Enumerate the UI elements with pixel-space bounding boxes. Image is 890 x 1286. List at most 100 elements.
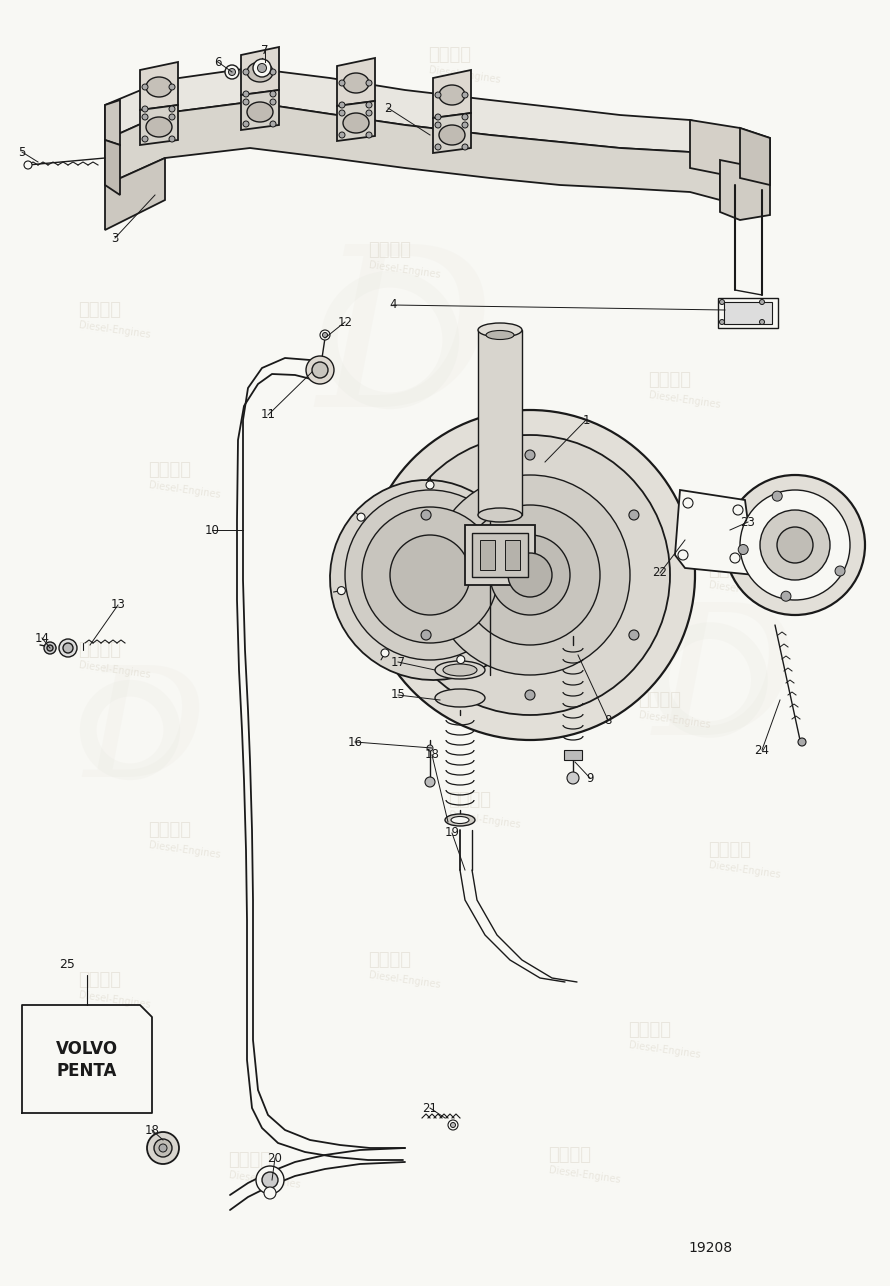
Polygon shape [241, 90, 279, 130]
Circle shape [719, 319, 724, 324]
Circle shape [719, 300, 724, 305]
Circle shape [320, 331, 330, 340]
Circle shape [270, 69, 276, 75]
Circle shape [366, 111, 372, 116]
Circle shape [339, 80, 345, 86]
Text: 紫发动力: 紫发动力 [638, 691, 682, 709]
Text: D: D [84, 661, 206, 809]
Circle shape [345, 490, 515, 660]
Circle shape [142, 84, 148, 90]
Circle shape [339, 132, 345, 138]
Text: D: D [652, 597, 797, 773]
Circle shape [450, 1123, 456, 1128]
Polygon shape [720, 159, 770, 220]
Circle shape [425, 777, 435, 787]
Circle shape [270, 99, 276, 105]
Bar [718, 298, 778, 328]
Text: Diesel-Engines: Diesel-Engines [428, 66, 502, 85]
Circle shape [525, 450, 535, 460]
Circle shape [366, 132, 372, 138]
Text: 14: 14 [35, 631, 50, 644]
Text: 10: 10 [205, 523, 220, 536]
Circle shape [169, 114, 175, 120]
Circle shape [339, 111, 345, 116]
Circle shape [629, 630, 639, 640]
Text: 3: 3 [111, 231, 118, 244]
Text: 13: 13 [110, 598, 125, 612]
Text: Diesel-Engines: Diesel-Engines [78, 990, 151, 1010]
Circle shape [835, 566, 845, 576]
Ellipse shape [435, 661, 485, 679]
Text: 紫发动力: 紫发动力 [449, 791, 491, 809]
Circle shape [256, 1166, 284, 1193]
Text: 紫发动力: 紫发动力 [78, 640, 122, 658]
Text: 24: 24 [755, 743, 770, 756]
Polygon shape [690, 120, 770, 185]
Polygon shape [105, 140, 120, 195]
Polygon shape [105, 158, 165, 230]
Circle shape [366, 80, 372, 86]
Text: Diesel-Engines: Diesel-Engines [368, 630, 441, 649]
Circle shape [381, 649, 389, 657]
Circle shape [781, 592, 791, 602]
Text: Diesel-Engines: Diesel-Engines [78, 660, 151, 680]
Text: 紫发动力: 紫发动力 [628, 1021, 671, 1039]
Circle shape [759, 300, 765, 305]
Text: Diesel-Engines: Diesel-Engines [149, 840, 222, 860]
Polygon shape [105, 100, 120, 145]
Text: 19208: 19208 [688, 1241, 732, 1255]
Text: 19: 19 [444, 827, 459, 840]
Circle shape [366, 102, 372, 108]
Ellipse shape [247, 62, 273, 82]
Circle shape [738, 544, 748, 554]
Text: 紫发动力: 紫发动力 [78, 301, 122, 319]
Text: Diesel-Engines: Diesel-Engines [368, 260, 441, 280]
Circle shape [508, 553, 552, 597]
Circle shape [421, 511, 431, 520]
Circle shape [264, 1187, 276, 1199]
Polygon shape [433, 113, 471, 153]
Ellipse shape [443, 664, 477, 676]
Circle shape [169, 84, 175, 90]
Text: Diesel-Engines: Diesel-Engines [638, 710, 711, 730]
Circle shape [462, 122, 468, 129]
Circle shape [142, 114, 148, 120]
Text: 紫发动力: 紫发动力 [149, 820, 191, 838]
Circle shape [462, 144, 468, 150]
Circle shape [773, 491, 782, 502]
Text: Diesel-Engines: Diesel-Engines [548, 1165, 621, 1184]
Text: 紫发动力: 紫发动力 [368, 240, 411, 258]
Text: 18: 18 [425, 748, 440, 761]
Text: 5: 5 [19, 145, 26, 158]
Text: 紫发动力: 紫发动力 [649, 370, 692, 388]
Circle shape [270, 121, 276, 127]
Circle shape [365, 410, 695, 739]
Circle shape [683, 498, 693, 508]
Polygon shape [105, 102, 720, 201]
Polygon shape [337, 58, 375, 105]
Circle shape [357, 513, 365, 521]
Circle shape [435, 93, 441, 98]
Text: 20: 20 [268, 1151, 282, 1165]
Circle shape [435, 122, 441, 129]
Text: 8: 8 [604, 714, 611, 727]
Ellipse shape [478, 323, 522, 337]
Text: 16: 16 [347, 736, 362, 748]
Text: 紫发动力: 紫发动力 [368, 952, 411, 968]
Circle shape [430, 475, 630, 675]
Circle shape [567, 772, 579, 784]
Text: 紫发动力: 紫发动力 [708, 561, 751, 579]
Text: VOLVO: VOLVO [56, 1040, 118, 1058]
Polygon shape [140, 62, 178, 111]
Circle shape [759, 319, 765, 324]
Text: 9: 9 [587, 772, 594, 784]
Circle shape [270, 91, 276, 96]
Text: 11: 11 [261, 409, 276, 422]
Circle shape [777, 527, 813, 563]
Ellipse shape [343, 73, 369, 93]
Bar [478, 331, 522, 514]
Circle shape [63, 643, 73, 653]
Text: 7: 7 [262, 44, 269, 57]
Circle shape [225, 66, 239, 78]
Text: 15: 15 [391, 688, 406, 701]
